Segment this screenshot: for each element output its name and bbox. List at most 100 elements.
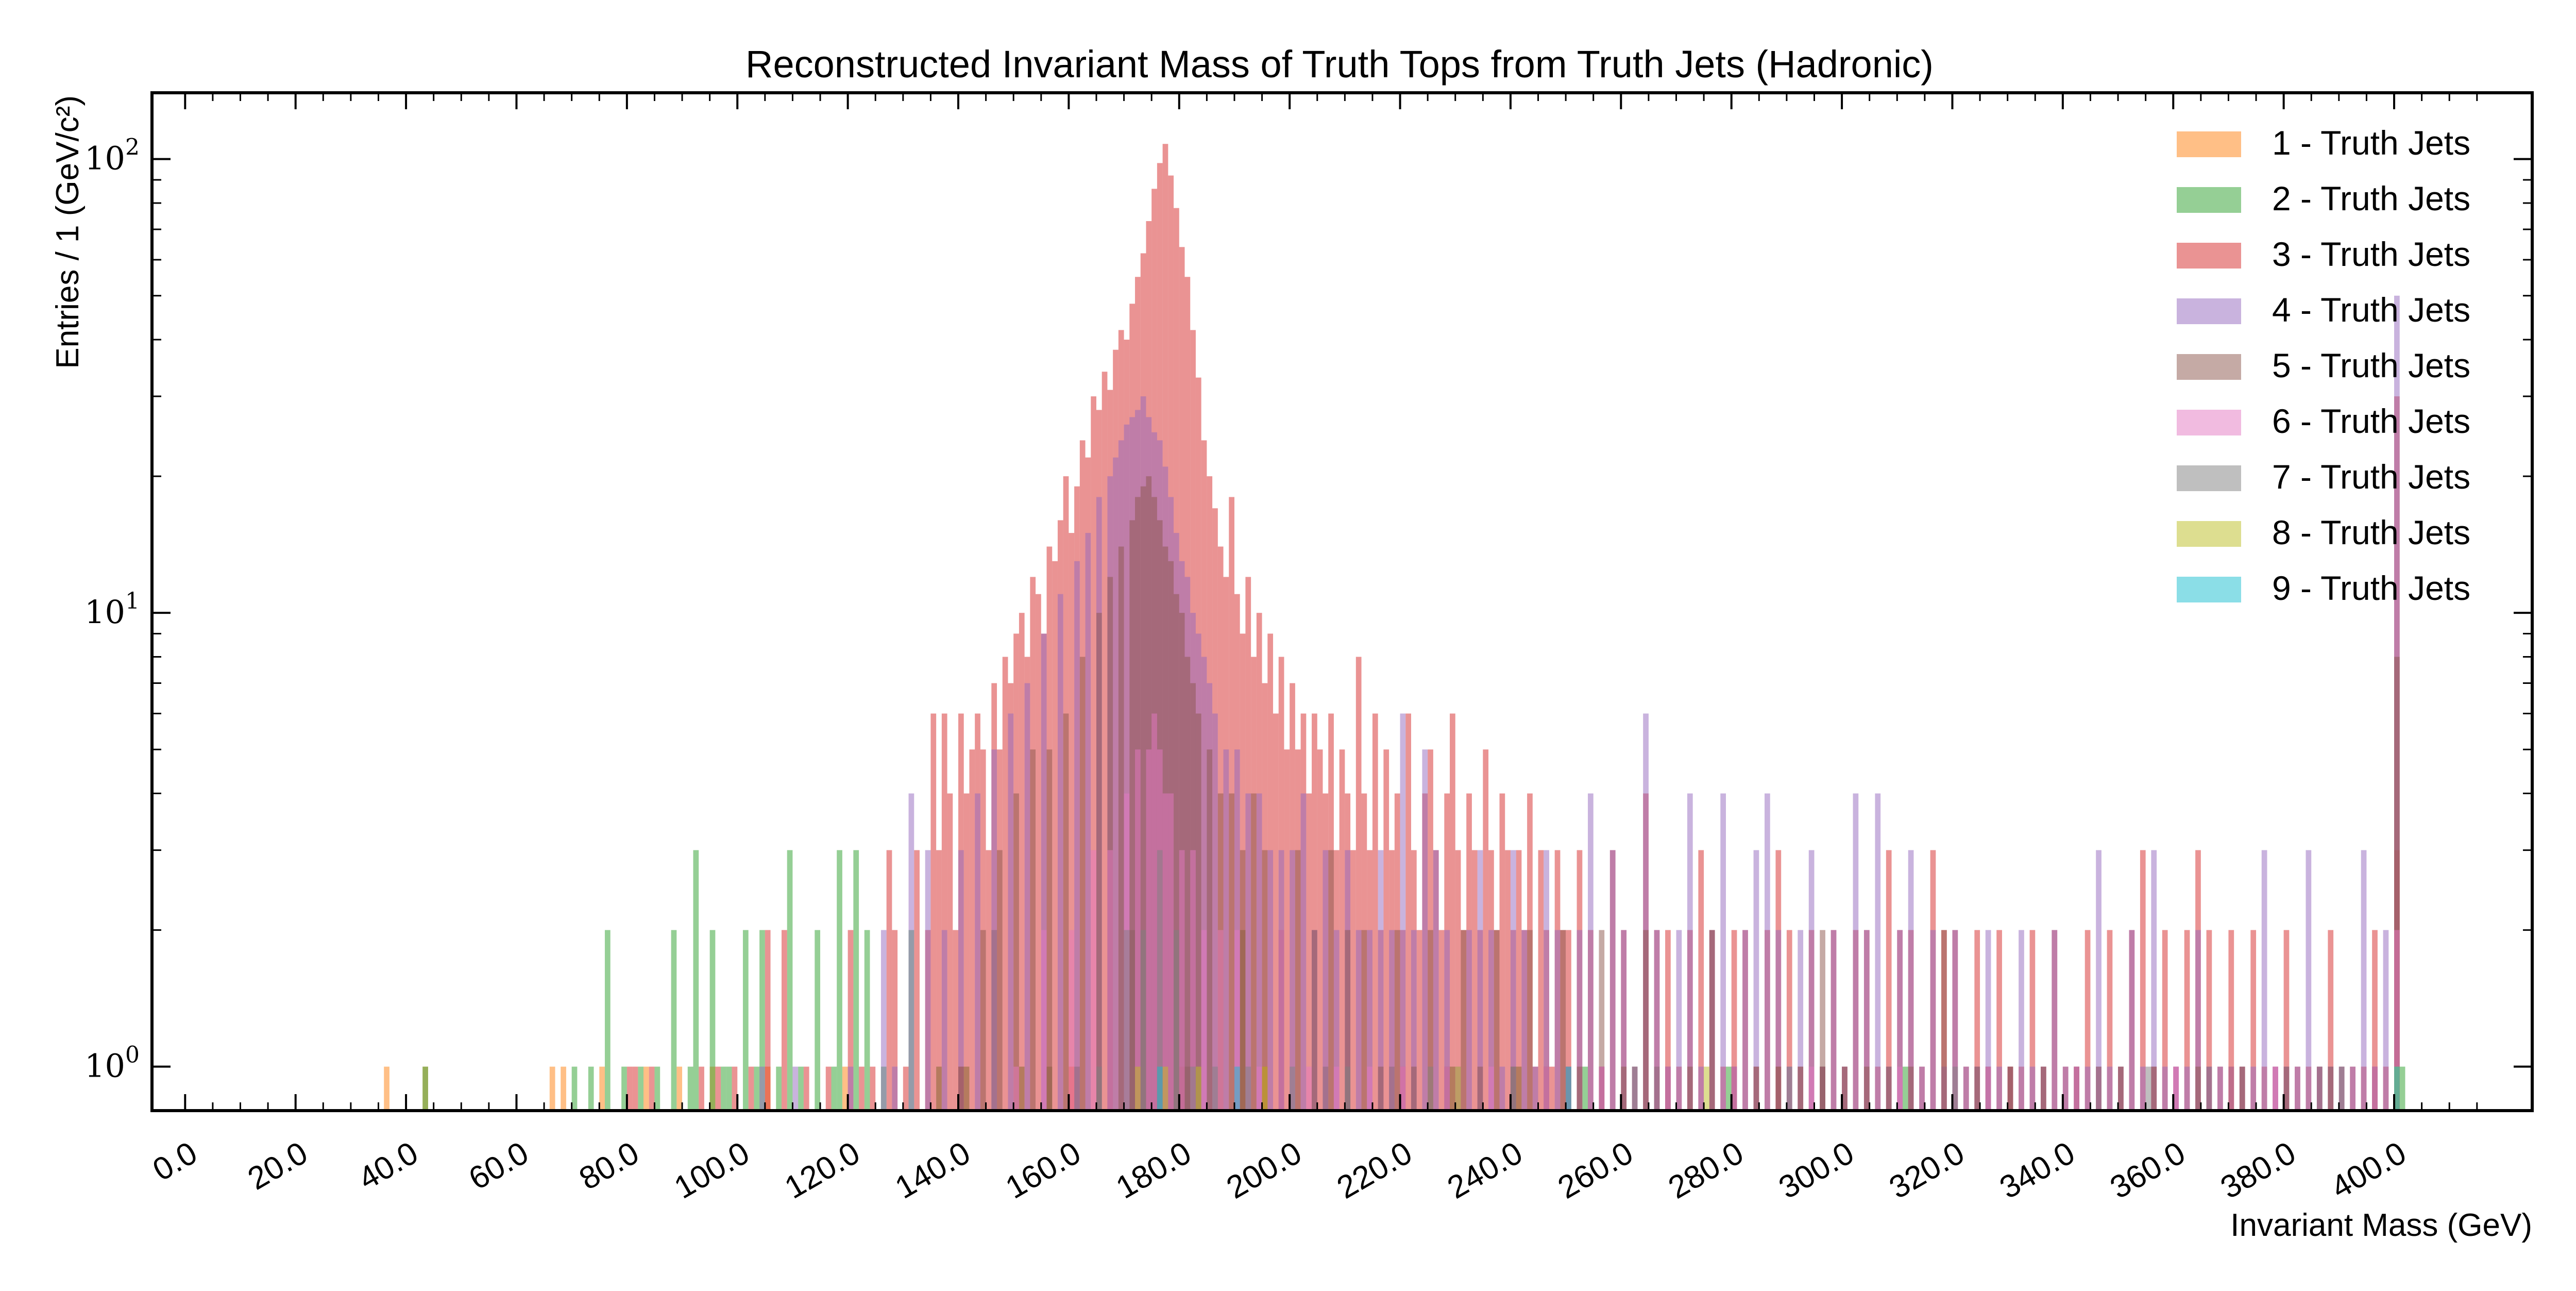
bar: [1798, 930, 1804, 1111]
bar: [1008, 713, 1014, 1111]
bar: [1411, 930, 1417, 1111]
bar: [1908, 1066, 1914, 1111]
bar: [2361, 850, 2367, 1111]
x-tick-label: 320.0: [1884, 1135, 1971, 1205]
axis-ticks: [152, 93, 2533, 1111]
bar: [1174, 594, 1179, 1111]
bar: [1069, 533, 1075, 1111]
bar: [1030, 749, 1036, 1111]
bar: [1544, 1066, 1549, 1111]
bar: [1256, 1066, 1262, 1111]
bar: [1333, 930, 1340, 1111]
bar: [2228, 930, 2234, 1111]
bar: [1908, 850, 1914, 1111]
bar: [1455, 850, 1461, 1111]
bar: [759, 1066, 765, 1111]
legend: 1 - Truth Jets 2 - Truth Jets 3 - Truth Je…: [2177, 124, 2470, 607]
bar: [1731, 930, 1737, 1111]
legend-label: 5 - Truth Jets: [2272, 346, 2470, 384]
bar: [1853, 793, 1859, 1111]
bar: [1560, 930, 1566, 1111]
bar: [1516, 850, 1522, 1111]
bar: [1466, 930, 1472, 1111]
legend-entry: 8 - Truth Jets: [2177, 513, 2470, 551]
bar: [1124, 930, 1130, 1111]
legend-label: 2 - Truth Jets: [2272, 179, 2470, 217]
bar: [1207, 749, 1213, 1111]
legend-entry: 4 - Truth Jets: [2177, 291, 2470, 329]
bar: [1753, 1066, 1759, 1111]
bar: [1284, 749, 1290, 1111]
bar: [848, 930, 854, 1111]
bar: [1345, 1066, 1351, 1111]
bar: [1483, 749, 1489, 1111]
bar: [1742, 930, 1748, 1111]
bar: [2328, 930, 2334, 1111]
bar: [1290, 1066, 1295, 1111]
bar: [1234, 1066, 1240, 1111]
bar: [853, 850, 859, 1111]
bar: [1930, 930, 1936, 1111]
bar: [1262, 850, 1268, 1111]
bar: [2184, 930, 2190, 1111]
bar: [903, 1066, 909, 1111]
bar: [1416, 930, 1422, 1111]
bar: [1162, 793, 1168, 1111]
bar: [2328, 1066, 2334, 1111]
bar: [2306, 850, 2312, 1111]
bar: [2140, 1066, 2146, 1111]
bar: [1096, 613, 1102, 1111]
bar: [2228, 1066, 2234, 1111]
bar: [1952, 1066, 1958, 1111]
bar: [941, 930, 947, 1111]
bar: [1041, 633, 1047, 1111]
bar: [2129, 930, 2135, 1111]
bar: [2195, 930, 2201, 1111]
bar: [1599, 1066, 1605, 1111]
bar: [1499, 1066, 1505, 1111]
bar: [1510, 850, 1516, 1111]
bar: [958, 1066, 964, 1111]
y-axis-tick-labels: 100 101 102: [84, 135, 140, 1085]
bar: [676, 1066, 683, 1111]
bar: [2029, 1066, 2036, 1111]
bar: [1389, 930, 1395, 1111]
legend-swatch: [2177, 465, 2241, 491]
bar: [1643, 713, 1649, 1111]
legend-entry: 5 - Truth Jets: [2177, 346, 2470, 384]
bar: [1505, 850, 1511, 1111]
bar: [1665, 930, 1671, 1111]
bar: [1162, 1066, 1168, 1111]
bar: [2084, 1066, 2091, 1111]
bar: [1339, 749, 1345, 1111]
bar: [1411, 1066, 1417, 1111]
bar: [1079, 657, 1086, 1111]
bar: [2372, 1066, 2378, 1111]
bar: [1223, 749, 1229, 1111]
bar: [1577, 930, 1583, 1111]
bar: [649, 1066, 655, 1111]
bar: [1544, 850, 1549, 1111]
bar: [963, 793, 970, 1111]
bar: [1240, 850, 1246, 1111]
bar: [2399, 1066, 2405, 1111]
bar: [1941, 930, 1947, 1111]
bar: [1687, 1066, 1693, 1111]
bar: [1919, 1066, 1925, 1111]
bar: [1886, 1066, 1892, 1111]
bar: [1875, 793, 1881, 1111]
bar: [2107, 930, 2113, 1111]
bar: [1085, 533, 1091, 1111]
bar: [549, 1066, 555, 1111]
bar: [1002, 657, 1008, 1111]
bar: [1438, 930, 1445, 1111]
x-tick-label: 100.0: [668, 1135, 755, 1205]
bar: [1312, 930, 1317, 1111]
bar: [2394, 1066, 2400, 1111]
bar: [1355, 930, 1362, 1111]
bar: [1052, 561, 1058, 1111]
bar: [1405, 713, 1411, 1111]
bar: [1996, 1066, 2002, 1111]
bar: [842, 1066, 848, 1111]
